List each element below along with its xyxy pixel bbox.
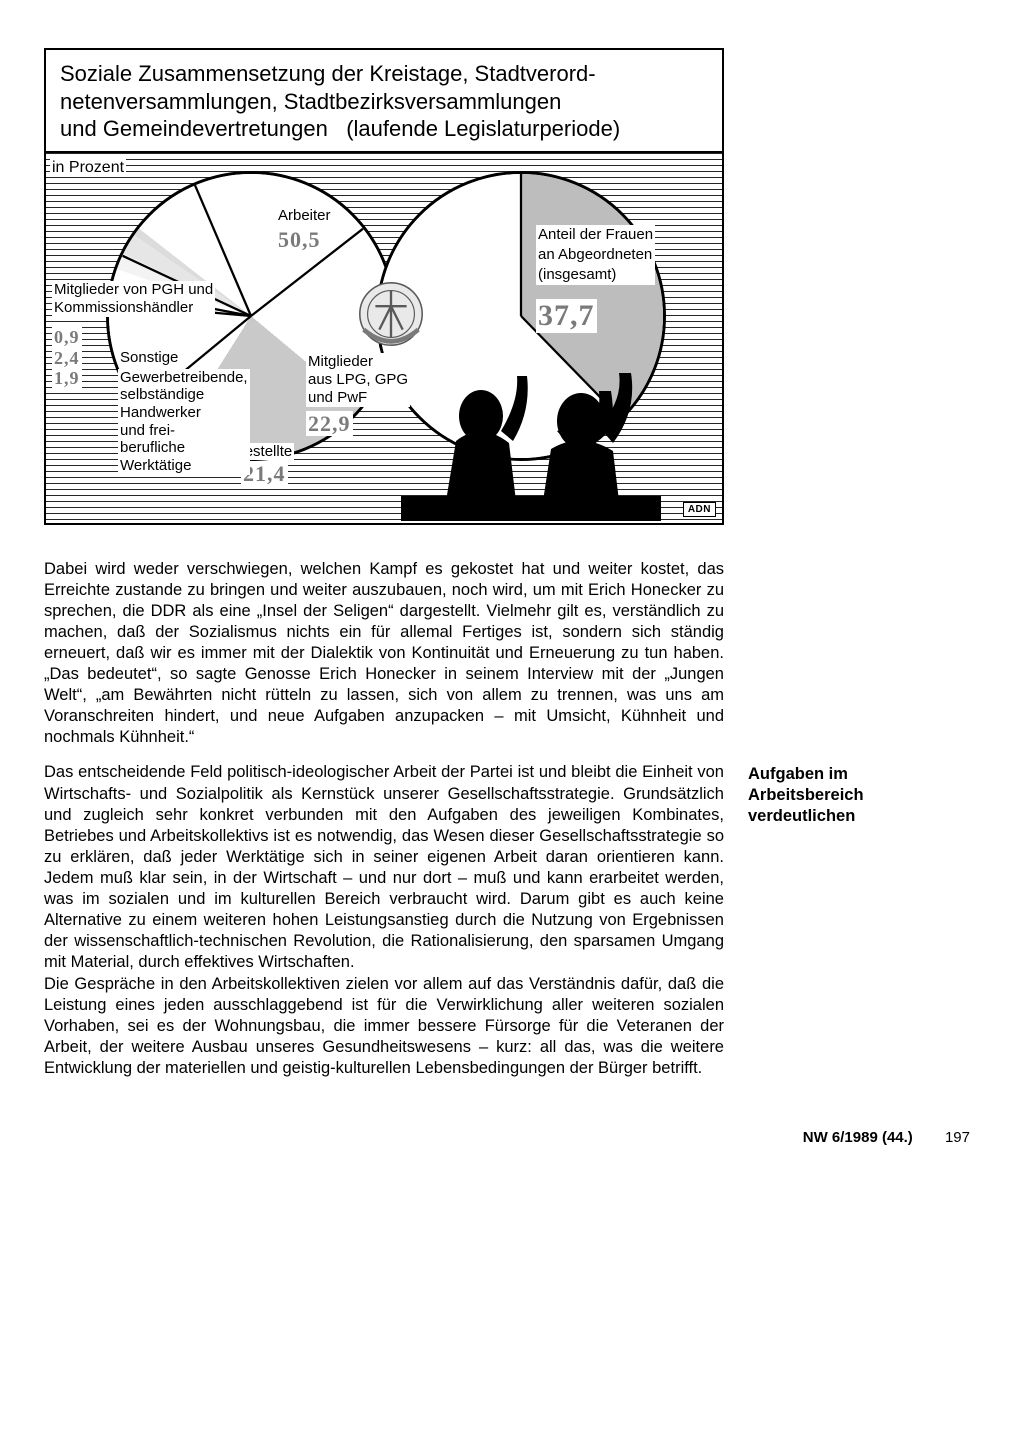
slice-label-lpg: Mitglieder aus LPG, GPG und PwF: [306, 353, 410, 407]
slice-label-sonstige: Sonstige: [118, 349, 180, 366]
chart-title-line: Soziale Zusammensetzung der Kreistage, S…: [60, 61, 596, 86]
gdr-emblem-icon: [352, 275, 430, 353]
chart-title-line: und Gemeindevertretungen: [60, 116, 328, 141]
chart-body: in Prozent: [46, 153, 722, 523]
composition-chart: Soziale Zusammensetzung der Kreistage, S…: [44, 48, 724, 525]
issue-ref: NW 6/1989 (44.): [803, 1129, 913, 1146]
slice-label-pgh: Mitglieder von PGH und Kommissionshändle…: [52, 281, 215, 317]
body-paragraph-1: Dabei wird weder verschwiegen, welchen K…: [44, 559, 724, 749]
margin-heading: Aufgaben im Arbeitsbereich verdeutlichen: [748, 762, 938, 1093]
slice-label-arbeiter: Arbeiter: [276, 207, 333, 224]
slice-value-gewerbe: 1,9: [52, 368, 82, 389]
page-footer: NW 6/1989 (44.) 197: [44, 1129, 970, 1146]
slice-label-gewerbe: Gewerbetreibende, selbständige Handwerke…: [118, 369, 250, 475]
slice-value-arbeiter: 50,5: [276, 227, 323, 252]
chart-title-paren: (laufende Legislaturperiode): [346, 116, 620, 141]
body-paragraphs-23: Das entscheidende Feld politisch-ideolog…: [44, 762, 724, 1093]
delegates-illustration-icon: [401, 361, 661, 521]
slice-value-pgh: 0,9: [52, 327, 82, 348]
chart-title-line: netenversammlungen, Stadtbezirksversamml…: [60, 89, 561, 114]
slice-value-lpg: 22,9: [306, 411, 353, 436]
page-number: 197: [945, 1129, 970, 1146]
chart-title: Soziale Zusammensetzung der Kreistage, S…: [46, 50, 722, 153]
slice-value-sonstige: 2,4: [52, 348, 82, 369]
right-pie-label: Anteil der Frauen an Abgeordneten (insge…: [536, 225, 655, 286]
image-credit: ADN: [683, 502, 716, 517]
right-pie-value: 37,7: [536, 299, 597, 334]
